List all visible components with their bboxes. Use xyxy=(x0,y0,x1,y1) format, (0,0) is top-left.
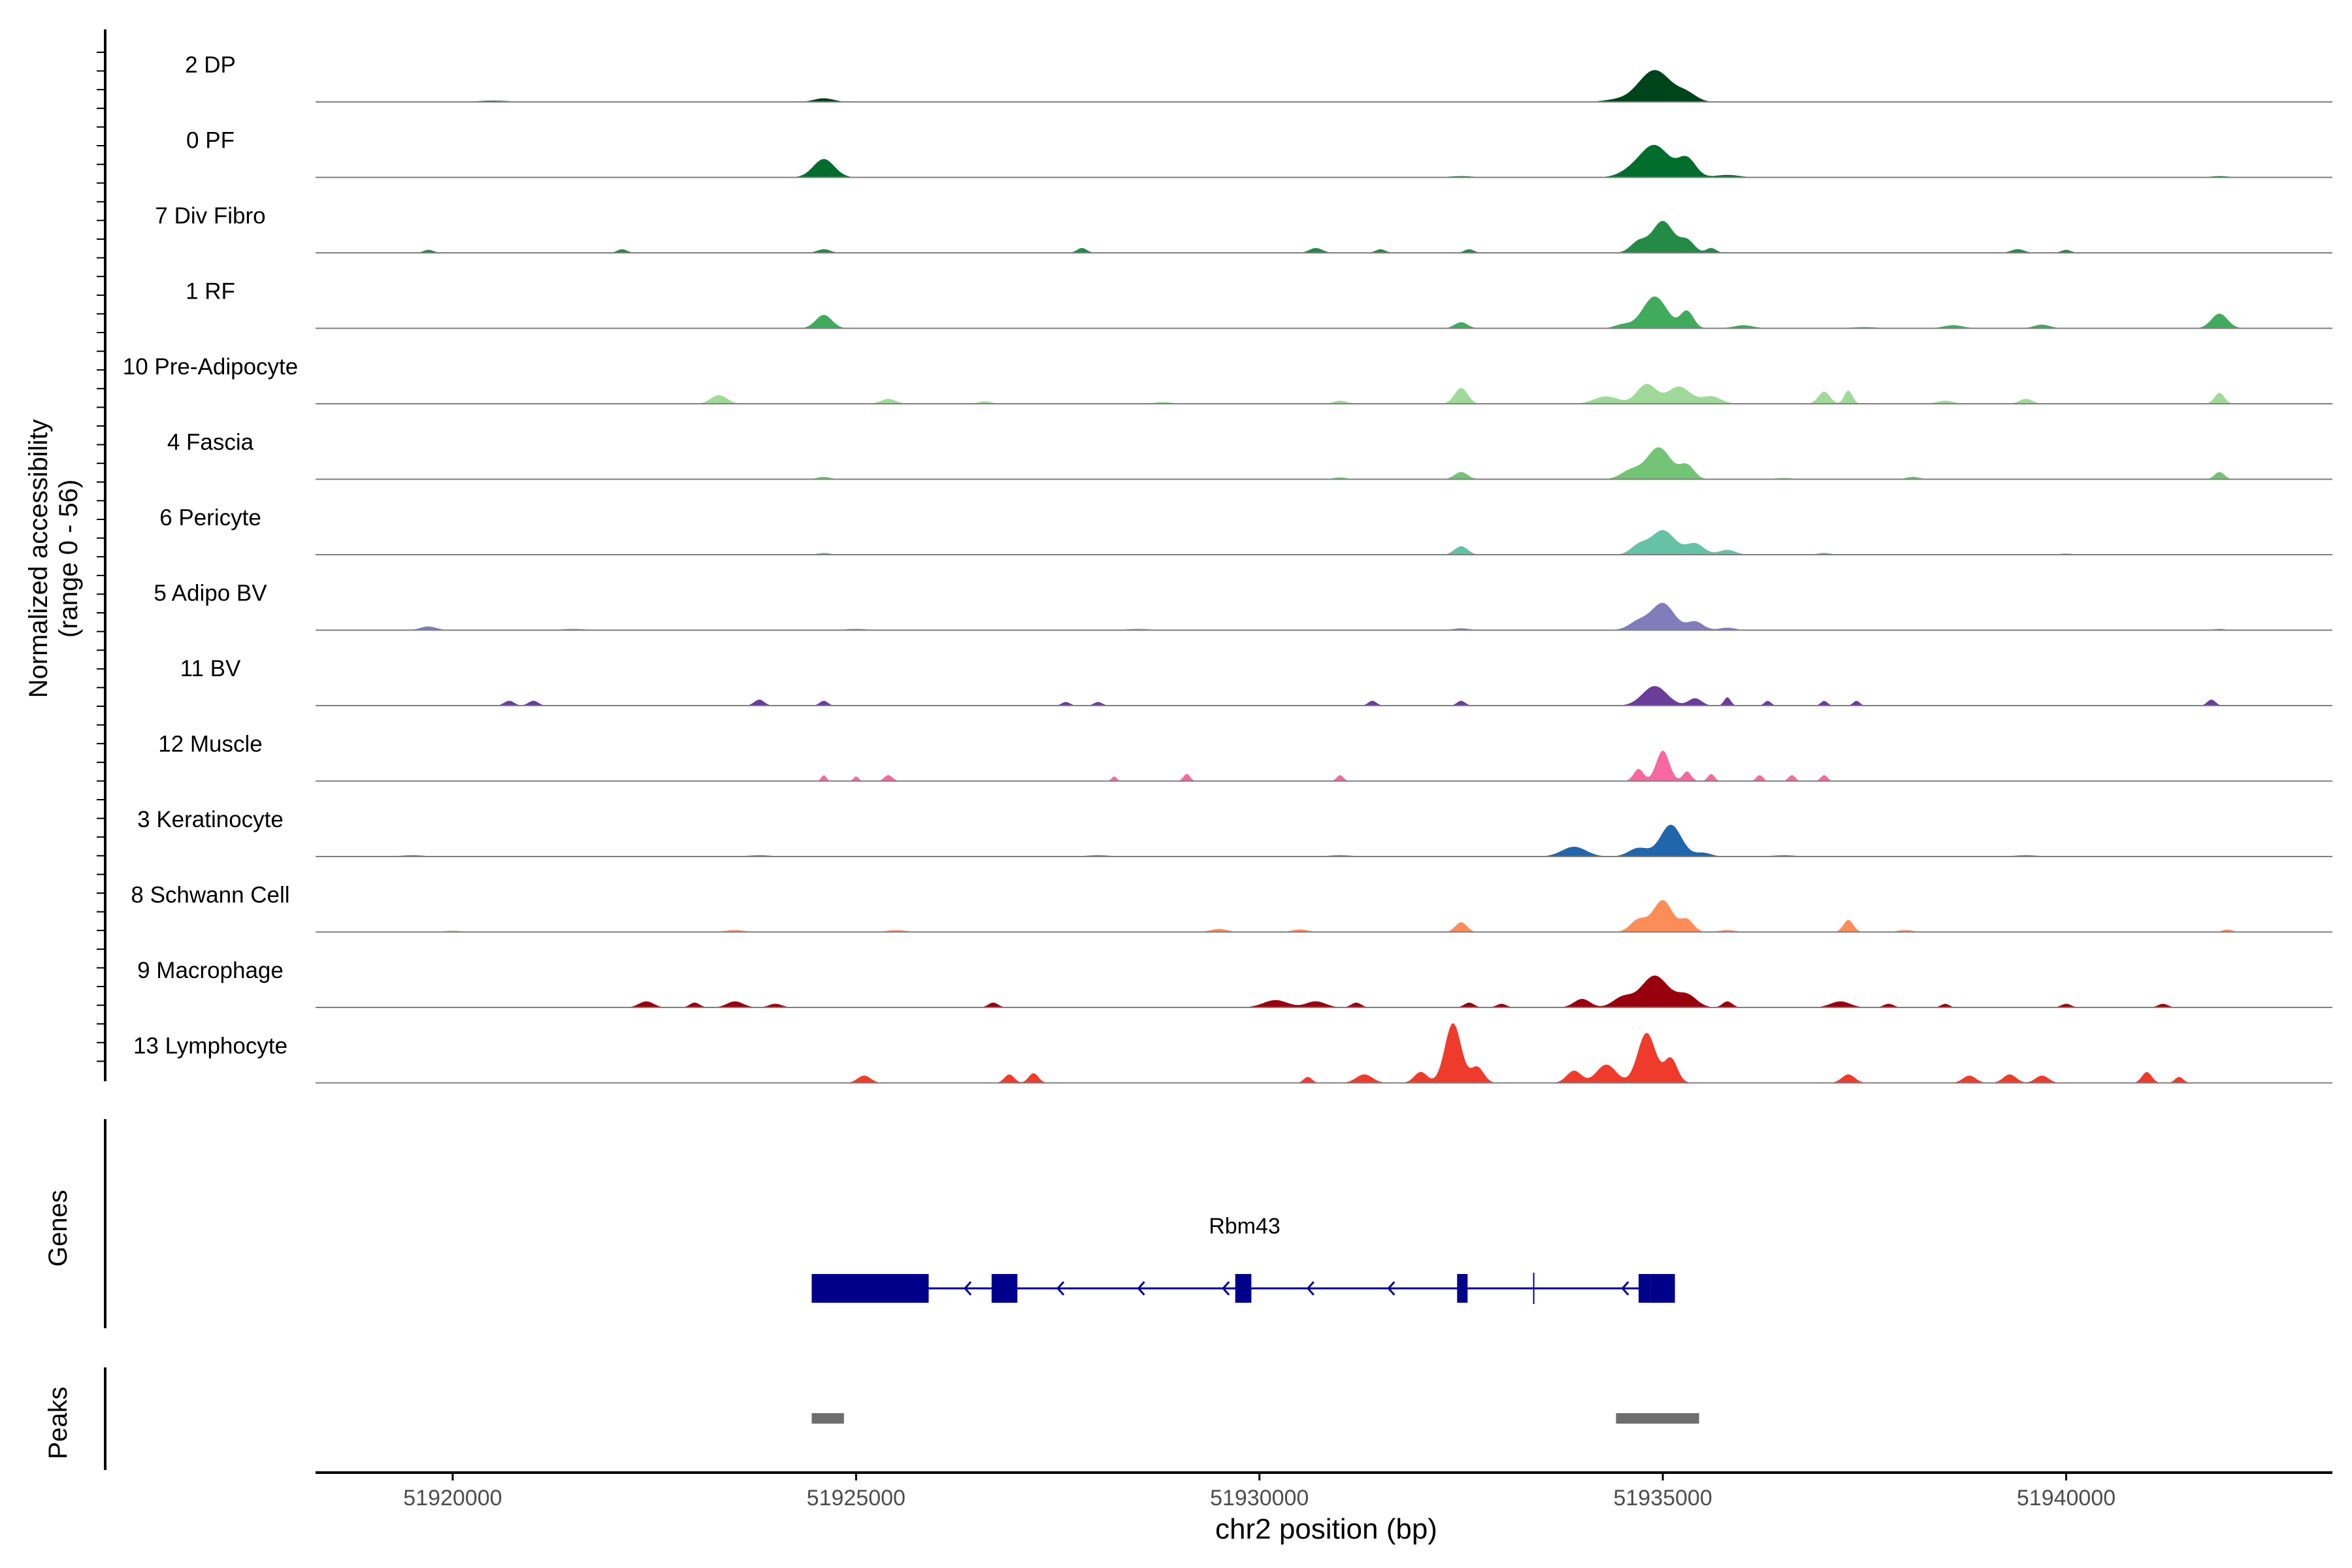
coverage-area xyxy=(316,900,2332,932)
track-label: 9 Macrophage xyxy=(137,958,284,983)
coverage-area xyxy=(316,686,2332,706)
track-label: 6 Pericyte xyxy=(159,505,261,531)
y-axis-label-line1: Normalized accessibility xyxy=(24,419,53,698)
strand-arrow xyxy=(1306,1281,1315,1296)
gene-exon xyxy=(1235,1274,1252,1303)
track-4-fascia: 4 Fascia xyxy=(167,430,2332,480)
track-label: 8 Schwann Cell xyxy=(131,883,289,908)
strand-arrow xyxy=(1137,1281,1145,1296)
gene-exon xyxy=(991,1274,1018,1303)
track-12-muscle: 12 Muscle xyxy=(158,732,2332,782)
track-11-bv: 11 BV xyxy=(180,656,2332,706)
track-label: 4 Fascia xyxy=(167,430,254,455)
strand-arrow xyxy=(1621,1281,1629,1296)
coverage-area xyxy=(316,144,2332,178)
track-label: 0 PF xyxy=(186,128,235,154)
x-tick-label: 51925000 xyxy=(807,1486,906,1511)
y-axis xyxy=(97,29,106,1081)
track-2-dp: 2 DP xyxy=(185,52,2332,103)
coverage-area xyxy=(316,1023,2332,1083)
strand-arrow xyxy=(1222,1281,1230,1296)
gene-exon xyxy=(1650,1274,1675,1303)
coverage-area xyxy=(316,221,2332,253)
track-6-pericyte: 6 Pericyte xyxy=(159,505,2332,555)
track-9-macrophage: 9 Macrophage xyxy=(137,958,2332,1008)
track-7-div-fibro: 7 Div Fibro xyxy=(155,203,2332,253)
x-tick-label: 51940000 xyxy=(2017,1486,2115,1511)
coverage-tracks: 2 DP 0 PF 7 Div Fibro 1 RF 10 Pre-Adipocyte 4… xyxy=(123,52,2332,1084)
track-label: 2 DP xyxy=(185,52,236,78)
gene-name-label: Rbm43 xyxy=(1209,1214,1281,1239)
track-5-adipo-bv: 5 Adipo BV xyxy=(154,581,2332,631)
track-label: 3 Keratinocyte xyxy=(137,807,284,832)
x-axis: 51920000 51925000 51930000 51935000 51940000 xyxy=(316,1471,2332,1511)
x-tick-label: 51935000 xyxy=(1613,1486,1712,1511)
coverage-area xyxy=(316,70,2332,102)
peaks-track-label: Peaks xyxy=(44,1386,73,1459)
track-8-schwann-cell: 8 Schwann Cell xyxy=(131,883,2332,933)
coverage-area xyxy=(316,447,2332,480)
coverage-area xyxy=(316,602,2332,630)
track-1-rf: 1 RF xyxy=(186,279,2332,329)
peak-region xyxy=(811,1413,844,1424)
coverage-area xyxy=(316,825,2332,857)
track-label: 10 Pre-Adipocyte xyxy=(123,354,298,380)
coverage-area xyxy=(316,975,2332,1007)
track-label: 12 Muscle xyxy=(158,732,263,757)
track-label: 5 Adipo BV xyxy=(154,581,267,606)
track-10-pre-adipocyte: 10 Pre-Adipocyte xyxy=(123,354,2332,404)
gene-exon xyxy=(811,1274,929,1303)
track-label: 1 RF xyxy=(186,279,235,304)
track-13-lymphocyte: 13 Lymphocyte xyxy=(133,1023,2332,1084)
gene-exon xyxy=(1639,1274,1651,1303)
coverage-area xyxy=(316,530,2332,555)
x-tick-label: 51930000 xyxy=(1210,1486,1309,1511)
track-0-pf: 0 PF xyxy=(186,128,2332,178)
x-tick-label: 51920000 xyxy=(403,1486,502,1511)
y-axis-label-line2: (range 0 - 56) xyxy=(54,480,83,638)
genes-track-label: Genes xyxy=(44,1190,73,1267)
strand-arrow xyxy=(963,1281,972,1296)
peaks-track xyxy=(104,1367,1699,1470)
coverage-area xyxy=(316,750,2332,781)
coverage-area xyxy=(316,296,2332,329)
x-axis-title: chr2 position (bp) xyxy=(1215,1513,1437,1545)
coverage-area xyxy=(316,384,2332,404)
gene-track xyxy=(104,1119,1675,1328)
strand-arrow xyxy=(1056,1281,1065,1296)
peak-region xyxy=(1616,1413,1699,1424)
track-label: 13 Lymphocyte xyxy=(133,1034,287,1059)
track-3-keratinocyte: 3 Keratinocyte xyxy=(137,807,2332,857)
track-label: 7 Div Fibro xyxy=(155,203,265,229)
strand-arrow xyxy=(1387,1281,1396,1296)
track-label: 11 BV xyxy=(180,656,241,681)
gene-exon xyxy=(1457,1274,1468,1303)
